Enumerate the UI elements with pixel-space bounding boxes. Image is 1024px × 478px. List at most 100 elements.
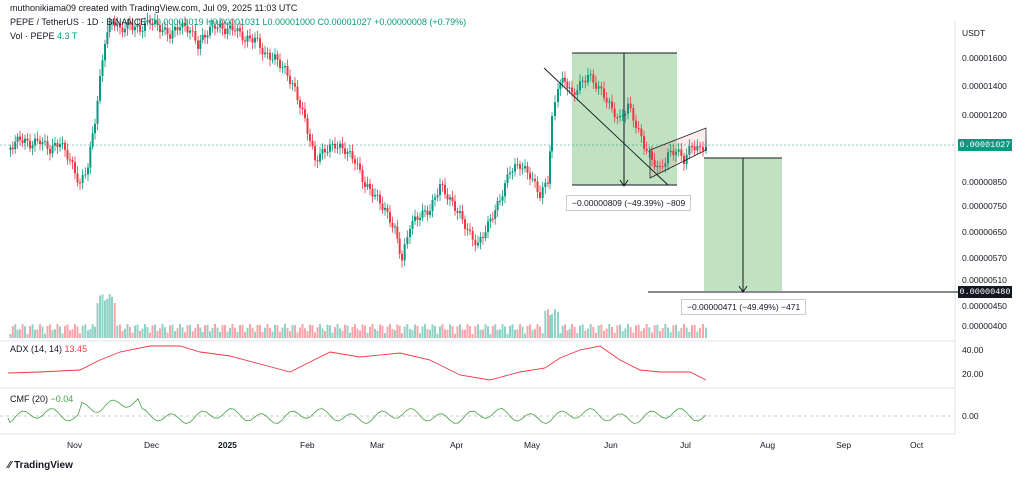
candle-body [421,210,424,218]
volume-bar [46,325,49,338]
candle-body [226,28,229,34]
candle-body [600,86,603,89]
candle-body [191,30,194,32]
candle-body [261,47,264,55]
volume-bar [536,324,539,338]
candle-body [702,146,704,151]
measure-label-2[interactable]: −0.00000471 (−49.49%) −471 [681,299,807,315]
volume-bar [369,326,371,338]
volume-bar [677,331,680,338]
candle-body [341,143,344,149]
volume-bar [96,303,99,338]
candle-body [477,242,479,246]
candle-body [34,138,36,146]
volume-bar [506,333,509,338]
volume-bar [414,324,416,338]
candle-body [291,83,294,85]
volume-bar [635,325,637,338]
candle-body [64,142,66,150]
volume-bar [34,329,36,338]
candle-body [516,164,519,166]
volume-value: 4.3 T [57,31,78,41]
candle-body [526,166,529,173]
volume-bar [541,333,544,338]
adx-line [7,345,707,381]
volume-bar [254,331,256,338]
volume-bar [224,324,226,338]
volume-bar [439,326,441,338]
candle-body [519,164,521,169]
symbol-legend[interactable]: PEPE / TetherUS · 1D · BINANCE O0.000010… [10,17,466,27]
candle-body [259,38,261,48]
candle-body [314,146,316,161]
volume-bar [705,327,707,338]
volume-bar [479,329,482,338]
candle-body [46,141,49,149]
candle-body [541,187,544,199]
volume-bar [244,331,246,338]
candle-body [506,174,509,184]
candle-body [206,35,209,38]
candle-body [271,59,274,61]
volume-legend[interactable]: Vol · PEPE 4.3 T [10,31,77,41]
candle-body [251,38,254,43]
candle-body [683,155,685,164]
candle-body [201,34,204,41]
candle-body [559,82,562,89]
tradingview-logo[interactable]: ⁄∕ TradingView [8,460,73,471]
candle-body [699,146,701,148]
candle-body [454,201,456,211]
volume-bar [171,324,174,338]
volume-bar [637,324,640,338]
volume-bar [356,328,359,338]
volume-bar [699,327,701,338]
volume-bar [36,329,39,338]
volume-bar [394,330,396,338]
volume-bar [411,330,414,338]
volume-bar [501,324,504,338]
candle-body [651,151,653,160]
volume-bar [640,331,643,338]
candle-body [499,200,501,202]
candle-body [41,142,44,144]
adx-legend[interactable]: ADX (14, 14) 13.45 [10,344,87,354]
volume-bar [499,329,501,338]
volume-bar [351,326,354,338]
candle-body [436,195,439,198]
volume-bar [632,332,635,338]
candle-body [171,30,174,39]
volume-bar [316,327,319,338]
volume-bar [549,315,551,338]
volume-bar [374,328,376,338]
candle-body [379,194,381,204]
volume-bar [459,324,461,338]
candle-body [645,148,648,152]
measure-label-1[interactable]: −0.00000809 (−49.39%) −809 [566,195,692,211]
volume-bar [246,327,249,338]
candle-body [211,25,214,27]
candle-body [346,151,349,154]
volume-bar [466,324,469,338]
volume-bar [19,329,21,338]
candle-body [677,149,680,152]
candle-body [584,80,587,83]
volume-bar [487,326,489,338]
volume-bar [702,324,704,338]
candle-body [216,27,219,29]
cmf-legend[interactable]: CMF (20) −0.04 [10,394,73,404]
volume-bar [209,331,211,338]
volume-bar [449,324,451,338]
volume-bar [589,324,592,338]
volume-bar [314,332,316,338]
volume-bar [688,332,691,338]
candle-body [51,145,54,154]
volume-bar [194,328,197,338]
candle-body [434,197,436,200]
volume-bar [436,333,439,338]
volume-bar [271,331,274,338]
candle-body [234,30,236,32]
volume-bar [11,326,14,338]
volume-bar [264,327,266,338]
volume-bar [566,330,569,338]
